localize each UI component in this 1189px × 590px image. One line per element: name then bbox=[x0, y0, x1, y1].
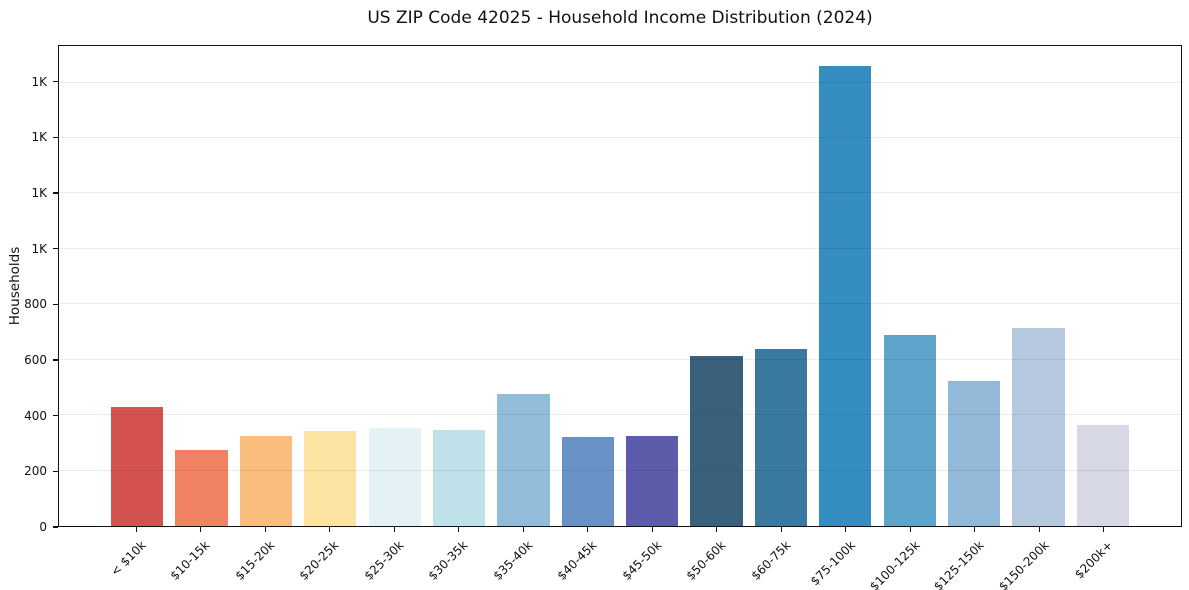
y-tick-mark bbox=[53, 303, 58, 306]
x-tick-mark bbox=[522, 527, 524, 532]
y-tick-label: 400 bbox=[24, 408, 47, 423]
bar-$30-35k bbox=[432, 429, 486, 526]
bar-slot bbox=[1071, 46, 1135, 526]
x-tick-mark bbox=[135, 527, 137, 532]
bar-$150-200k bbox=[1012, 327, 1065, 526]
bar-slot bbox=[878, 46, 942, 526]
y-tick-mark bbox=[53, 414, 58, 417]
bar-$50-60k bbox=[690, 356, 743, 526]
x-tick-mark bbox=[587, 527, 589, 532]
bar-$100-125k bbox=[883, 334, 936, 526]
x-tick-label: $200k+ bbox=[1072, 538, 1116, 582]
bars-layer bbox=[59, 46, 1181, 526]
bar-$75-100k bbox=[819, 65, 872, 526]
x-tick-label: $20-25k bbox=[296, 538, 342, 583]
x-tick-mark bbox=[1038, 527, 1040, 532]
x-tick-mark bbox=[845, 527, 847, 532]
x-tick-label: $100-125k bbox=[866, 538, 923, 590]
bar-slot bbox=[813, 46, 877, 526]
y-tick-mark bbox=[53, 526, 58, 528]
bar-slot bbox=[1006, 46, 1070, 526]
x-tick-label: $125-150k bbox=[930, 538, 987, 590]
x-tick-mark bbox=[1103, 527, 1105, 532]
x-tick-label: < $10k bbox=[107, 538, 149, 579]
y-tick-label: 1K bbox=[31, 241, 47, 256]
y-tick-label: 600 bbox=[24, 353, 47, 368]
bar-slot bbox=[363, 46, 427, 526]
bar-< $10k bbox=[111, 407, 164, 526]
x-tick-label: $25-30k bbox=[361, 538, 407, 583]
bar-$40-45k bbox=[561, 436, 614, 526]
x-tick-label: $30-35k bbox=[425, 538, 471, 583]
y-axis-title: Households bbox=[7, 246, 23, 326]
bar-slot bbox=[298, 46, 362, 526]
y-tick-mark bbox=[53, 248, 58, 250]
x-tick-mark bbox=[458, 527, 460, 532]
x-tick-label: $50-60k bbox=[683, 538, 729, 583]
x-tick-label: $15-20k bbox=[232, 538, 278, 583]
y-tick-mark bbox=[53, 359, 58, 361]
y-tick-label: 0 bbox=[39, 520, 47, 534]
bar-slot bbox=[684, 46, 748, 526]
x-tick-mark bbox=[780, 527, 782, 532]
y-tick-label: 1K bbox=[31, 130, 47, 145]
y-tick-mark bbox=[53, 470, 58, 473]
bar-$35-40k bbox=[497, 393, 550, 526]
x-tick-mark bbox=[393, 527, 395, 532]
bar-slot bbox=[105, 46, 169, 526]
x-tick-mark bbox=[909, 527, 911, 532]
y-tick-label: 1K bbox=[31, 74, 47, 89]
x-tick-label: $10-15k bbox=[167, 538, 213, 583]
bar-slot bbox=[491, 46, 555, 526]
plot-area bbox=[58, 45, 1182, 527]
bar-$15-20k bbox=[239, 435, 292, 526]
x-tick-mark bbox=[716, 527, 718, 532]
bar-$25-30k bbox=[368, 428, 421, 526]
x-tick-mark bbox=[264, 527, 266, 532]
y-tick-label: 800 bbox=[24, 297, 47, 312]
x-tick-mark bbox=[329, 527, 331, 532]
bar-slot bbox=[942, 46, 1006, 526]
y-tick-mark bbox=[53, 136, 58, 139]
chart-title: US ZIP Code 42025 - Household Income Dis… bbox=[367, 8, 873, 28]
bar-slot bbox=[556, 46, 620, 526]
y-tick-mark bbox=[53, 81, 58, 83]
y-tick-label: 1K bbox=[31, 186, 47, 201]
bar-slot bbox=[234, 46, 298, 526]
x-tick-mark bbox=[200, 527, 202, 532]
bar-$200k+ bbox=[1076, 425, 1129, 526]
x-tick-mark bbox=[974, 527, 976, 532]
bar-$125-150k bbox=[947, 381, 1001, 526]
x-tick-label: $40-45k bbox=[554, 538, 600, 583]
y-tick-mark bbox=[53, 192, 58, 194]
y-tick-label: 200 bbox=[24, 464, 47, 479]
bar-slot bbox=[620, 46, 684, 526]
bar-slot bbox=[169, 46, 233, 526]
x-tick-label: $45-50k bbox=[619, 538, 665, 583]
x-tick-label: $60-75k bbox=[748, 538, 794, 583]
bar-$60-75k bbox=[754, 348, 807, 526]
x-tick-label: $150-200k bbox=[995, 538, 1052, 590]
bar-$20-25k bbox=[304, 430, 357, 526]
bar-slot bbox=[427, 46, 491, 526]
x-tick-label: $35-40k bbox=[490, 538, 536, 583]
x-tick-mark bbox=[651, 527, 653, 532]
bar-slot bbox=[749, 46, 813, 526]
bar-$10-15k bbox=[175, 450, 228, 526]
bar-$45-50k bbox=[626, 435, 679, 526]
x-tick-label: $75-100k bbox=[807, 538, 858, 589]
